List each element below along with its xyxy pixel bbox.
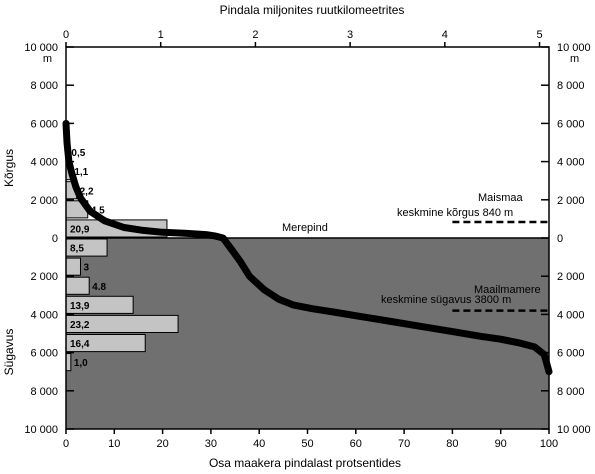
histogram-value-label: 4.8: [92, 282, 106, 293]
y-tick-label-right: 0: [557, 233, 563, 245]
histogram-value-label: 2,2: [80, 186, 94, 197]
histogram-value-label: 8,5: [70, 244, 84, 255]
y-tick-label-left: 4 000: [30, 309, 58, 321]
top-axis-title: Pindala miljonites ruutkilomeetrites: [220, 3, 405, 17]
land-label-title: Maismaa: [478, 192, 524, 204]
x-tick-label-top: 2: [252, 29, 258, 41]
histogram-value-label: 13,9: [70, 301, 90, 312]
x-tick-label-top: 4: [442, 29, 448, 41]
y-tick-label-right: 10 000: [557, 42, 591, 54]
y-tick-label-right: 10 000: [557, 424, 591, 436]
histogram-value-label: 1,1: [74, 167, 88, 178]
x-tick-label-top: 3: [347, 29, 353, 41]
y-unit-left: m: [43, 53, 52, 65]
histogram-value-label: 20,9: [70, 224, 90, 235]
ocean-label-title: Maailmamere: [474, 284, 541, 296]
x-tick-label-bottom: 70: [398, 438, 410, 450]
x-tick-label-bottom: 90: [495, 438, 507, 450]
y-tick-label-right: 8 000: [557, 80, 585, 92]
histogram-bar: [65, 257, 81, 276]
x-tick-label-top: 0: [63, 29, 69, 41]
y-tick-label-right: 4 000: [557, 157, 585, 169]
histogram-value-label: 23,2: [70, 320, 90, 331]
histogram-value-label: 0,5: [71, 148, 85, 159]
x-tick-label-bottom: 60: [350, 438, 362, 450]
y-tick-label-right: 2 000: [557, 271, 585, 283]
histogram-bar: [65, 276, 90, 295]
x-axis-title: Osa maakera pindalast protsentides: [209, 456, 401, 470]
y-tick-label-right: 2 000: [557, 195, 585, 207]
land-label-mean: keskmine kõrgus 840 m: [397, 207, 513, 219]
y-tick-label-left: 8 000: [30, 386, 58, 398]
y-tick-label-left: 4 000: [30, 157, 58, 169]
y-tick-label-left: 10 000: [24, 424, 58, 436]
x-tick-label-bottom: 40: [253, 438, 265, 450]
y-tick-label-left: 2 000: [30, 195, 58, 207]
x-tick-label-bottom: 50: [301, 438, 313, 450]
x-tick-label-bottom: 80: [446, 438, 458, 450]
sea-level-label: Merepind: [282, 222, 328, 234]
x-tick-label-top: 5: [536, 29, 542, 41]
x-tick-label-bottom: 10: [108, 438, 120, 450]
y-tick-label-right: 6 000: [557, 118, 585, 130]
x-tick-label-bottom: 0: [63, 438, 69, 450]
x-tick-label-bottom: 20: [156, 438, 168, 450]
y-label-depth: Sügavus: [2, 329, 16, 376]
y-tick-label-left: 8 000: [30, 80, 58, 92]
y-tick-label-left: 6 000: [30, 118, 58, 130]
x-tick-label-bottom: 30: [205, 438, 217, 450]
y-unit-right: m: [570, 53, 579, 65]
y-tick-label-right: 8 000: [557, 386, 585, 398]
y-tick-label-left: 10 000: [24, 42, 58, 54]
hypsographic-curve: [62, 119, 553, 376]
y-tick-label-left: 0: [52, 233, 58, 245]
x-tick-label-bottom: 100: [540, 438, 558, 450]
y-tick-label-left: 6 000: [30, 348, 58, 360]
y-label-elevation: Kõrgus: [2, 149, 16, 187]
histogram-value-label: 4,5: [91, 205, 105, 216]
x-tick-label-top: 1: [158, 29, 164, 41]
histogram-value-label: 1,0: [74, 358, 88, 369]
histogram-value-label: 16,4: [70, 339, 90, 350]
histogram-value-label: 3: [83, 263, 89, 274]
ocean-label-mean: keskmine sügavus 3800 m: [381, 294, 511, 306]
y-tick-label-right: 4 000: [557, 309, 585, 321]
y-tick-label-right: 6 000: [557, 348, 585, 360]
y-tick-label-left: 2 000: [30, 271, 58, 283]
